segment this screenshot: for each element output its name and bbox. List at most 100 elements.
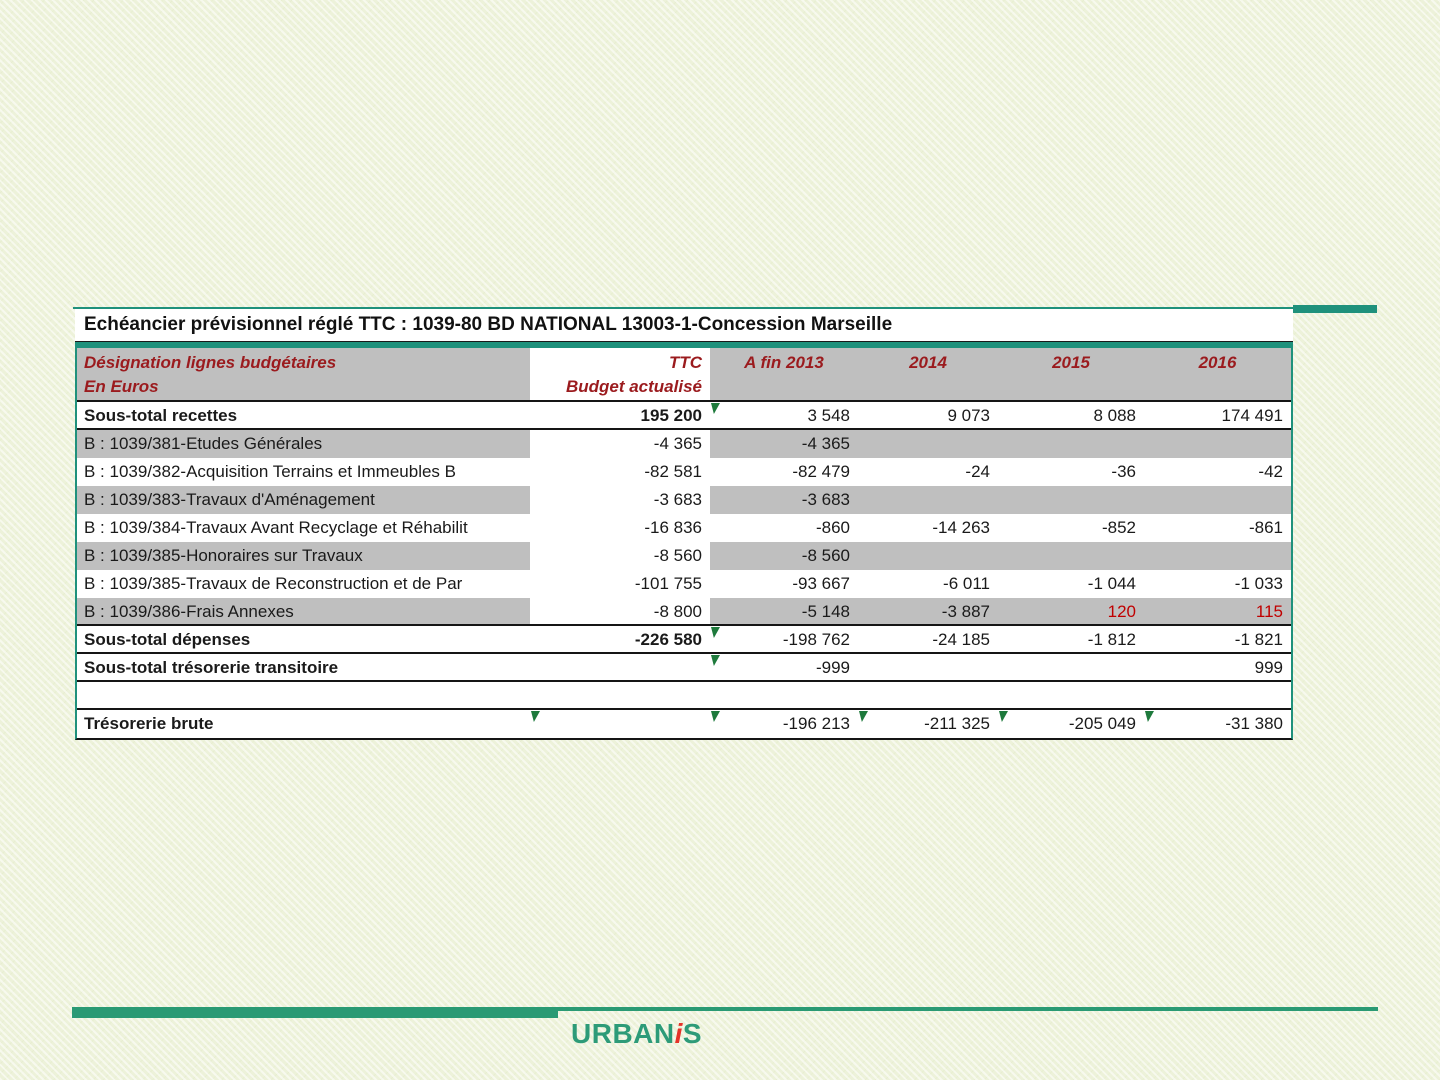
cell-afin2013: -82 479	[710, 458, 858, 486]
cell-ttc: -4 365	[530, 430, 710, 458]
table-row-empty	[77, 682, 1291, 710]
cell-2016: -1 821	[1144, 626, 1291, 652]
row-label: Sous-total recettes	[77, 402, 530, 428]
cell-2014: -6 011	[858, 570, 998, 598]
header-designation-line2: En Euros	[84, 377, 159, 396]
cell-2014	[858, 430, 998, 458]
logo-text-i: i	[674, 1018, 683, 1049]
row-label	[77, 682, 530, 708]
table-row-b383: B : 1039/383-Travaux d'Aménagement -3 68…	[77, 486, 1291, 514]
cell-2014	[858, 486, 998, 514]
row-label: B : 1039/383-Travaux d'Aménagement	[77, 486, 530, 514]
cell-2016: -42	[1144, 458, 1291, 486]
excel-flag-icon	[711, 711, 720, 722]
cell-2014: 9 073	[858, 402, 998, 428]
cell-2016	[1144, 542, 1291, 570]
cell-2014	[858, 654, 998, 680]
cell-afin2013	[710, 682, 858, 708]
header-ttc: TTC Budget actualisé	[530, 348, 710, 400]
bottom-accent-bar	[72, 1007, 558, 1018]
cell-afin2013: -999	[710, 654, 858, 680]
row-label: B : 1039/381-Etudes Générales	[77, 430, 530, 458]
cell-ttc	[530, 682, 710, 708]
table-row-sous-total-depenses: Sous-total dépenses -226 580 -198 762 -2…	[77, 626, 1291, 654]
cell-afin2013: -196 213	[710, 710, 858, 738]
table-row-sous-total-tresorerie: Sous-total trésorerie transitoire -999 9…	[77, 654, 1291, 682]
cell-2016	[1144, 682, 1291, 708]
cell-2016: -861	[1144, 514, 1291, 542]
cell-2016: 999	[1144, 654, 1291, 680]
cell-ttc: 195 200	[530, 402, 710, 428]
excel-flag-icon	[531, 711, 540, 722]
table-row-tresorerie-brute: Trésorerie brute -196 213 -211 325 -205 …	[77, 710, 1291, 738]
bottom-accent-line	[558, 1007, 1378, 1011]
cell-2014: -24	[858, 458, 998, 486]
cell-2016	[1144, 430, 1291, 458]
cell-afin2013: 3 548	[710, 402, 858, 428]
cell-2014	[858, 682, 998, 708]
cell-value: -211 325	[924, 714, 990, 733]
excel-flag-icon	[711, 403, 720, 414]
cell-ttc	[530, 710, 710, 738]
row-label: Sous-total dépenses	[77, 626, 530, 652]
row-label: B : 1039/385-Honoraires sur Travaux	[77, 542, 530, 570]
cell-value: -198 762	[782, 630, 850, 649]
cell-ttc: -16 836	[530, 514, 710, 542]
cell-value: -196 213	[782, 714, 850, 733]
table-row-b386: B : 1039/386-Frais Annexes -8 800 -5 148…	[77, 598, 1291, 626]
header-ttc-line2: Budget actualisé	[565, 377, 702, 396]
table-header-row: Désignation lignes budgétaires En Euros …	[77, 348, 1291, 402]
cell-2015: 120	[998, 598, 1144, 624]
cell-2015: 8 088	[998, 402, 1144, 428]
header-designation-line1: Désignation lignes budgétaires	[84, 353, 337, 372]
cell-ttc: -8 560	[530, 542, 710, 570]
table-row-sous-total-recettes: Sous-total recettes 195 200 3 548 9 073 …	[77, 402, 1291, 430]
logo-text-s: S	[682, 1018, 703, 1049]
row-label: B : 1039/386-Frais Annexes	[77, 598, 530, 624]
excel-flag-icon	[999, 711, 1008, 722]
cell-value: -31 380	[1225, 714, 1283, 733]
top-right-accent-bar	[1293, 305, 1377, 313]
cell-2014: -14 263	[858, 514, 998, 542]
table-row-b382: B : 1039/382-Acquisition Terrains et Imm…	[77, 458, 1291, 486]
cell-value: -205 049	[1068, 714, 1136, 733]
header-ttc-line1: TTC	[668, 353, 702, 372]
row-label: B : 1039/385-Travaux de Reconstruction e…	[77, 570, 530, 598]
cell-ttc: -3 683	[530, 486, 710, 514]
cell-2015	[998, 486, 1144, 514]
cell-2015: -205 049	[998, 710, 1144, 738]
cell-value: -999	[815, 658, 850, 677]
cell-afin2013: -4 365	[710, 430, 858, 458]
cell-2014	[858, 542, 998, 570]
table-row-b381: B : 1039/381-Etudes Générales -4 365 -4 …	[77, 430, 1291, 458]
table-row-b385-honoraires: B : 1039/385-Honoraires sur Travaux -8 5…	[77, 542, 1291, 570]
top-accent-line	[73, 307, 1295, 309]
cell-2016: 174 491	[1144, 402, 1291, 428]
excel-flag-icon	[711, 627, 720, 638]
cell-2015	[998, 542, 1144, 570]
cell-2014: -3 887	[858, 598, 998, 624]
cell-2016: 115	[1144, 598, 1291, 624]
cell-2015	[998, 654, 1144, 680]
budget-table: Désignation lignes budgétaires En Euros …	[75, 342, 1293, 740]
cell-2015	[998, 682, 1144, 708]
cell-afin2013: -5 148	[710, 598, 858, 624]
cell-ttc: -8 800	[530, 598, 710, 624]
cell-2014: -211 325	[858, 710, 998, 738]
cell-afin2013: -8 560	[710, 542, 858, 570]
header-year-2014: 2014	[858, 348, 998, 400]
cell-ttc	[530, 654, 710, 680]
table-title: Echéancier prévisionnel réglé TTC : 1039…	[75, 309, 1293, 342]
cell-value: 3 548	[807, 406, 850, 425]
urbanis-logo: URBANiS	[571, 1018, 702, 1050]
cell-2016: -31 380	[1144, 710, 1291, 738]
cell-afin2013: -93 667	[710, 570, 858, 598]
header-year-2015: 2015	[998, 348, 1144, 400]
header-year-afin2013: A fin 2013	[710, 348, 858, 400]
cell-2015: -1 812	[998, 626, 1144, 652]
row-label: B : 1039/384-Travaux Avant Recyclage et …	[77, 514, 530, 542]
excel-flag-icon	[711, 655, 720, 666]
cell-2015: -1 044	[998, 570, 1144, 598]
cell-2015: -36	[998, 458, 1144, 486]
